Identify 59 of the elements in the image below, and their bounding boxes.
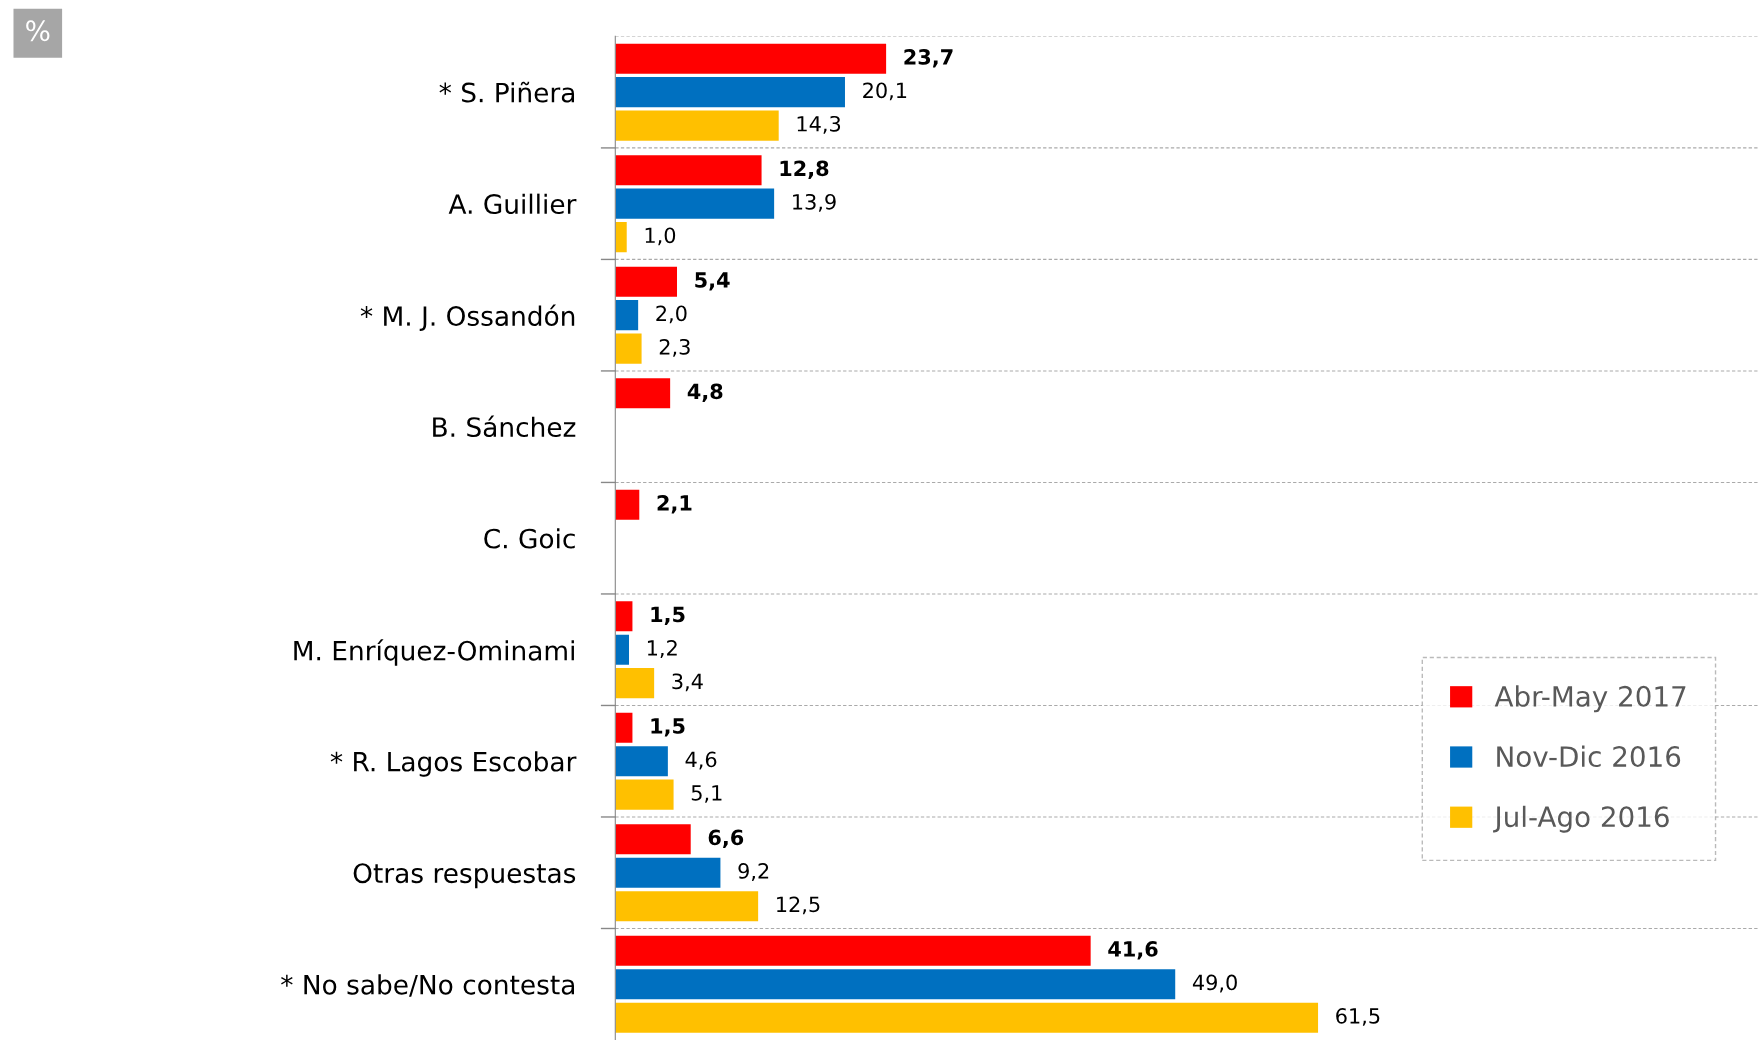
data-label: 5,1 — [691, 785, 722, 803]
data-label: 13,9 — [793, 193, 836, 212]
bar — [615, 378, 671, 409]
data-label: 49,0 — [1192, 974, 1237, 993]
data-label: 2,0 — [656, 305, 687, 324]
data-label: 23,7 — [904, 48, 953, 68]
y-tick-label: Otras respuestas — [353, 863, 576, 889]
data-label: 12,5 — [777, 896, 820, 915]
data-label: 1,0 — [645, 227, 676, 246]
data-label: 3,4 — [672, 673, 703, 692]
bar — [615, 188, 775, 219]
data-label: 12,8 — [780, 160, 829, 179]
bar — [615, 935, 1091, 966]
bar — [615, 779, 674, 810]
text: % — [26, 20, 50, 42]
data-label: 5,4 — [695, 272, 730, 291]
y-tick-label: * No sabe/No contesta — [281, 974, 575, 997]
legend-label: Abr-May 2017 — [1494, 685, 1686, 713]
data-label: 61,5 — [1336, 1007, 1380, 1026]
data-label: 9,2 — [738, 863, 769, 881]
bar — [615, 857, 721, 888]
legend-label: Jul-Ago 2016 — [1493, 805, 1669, 833]
data-label: 6,6 — [708, 829, 744, 848]
y-tick-label: C. Goic — [484, 528, 575, 549]
y-tick-label: * R. Lagos Escobar — [330, 751, 577, 777]
data-label: 4,8 — [687, 383, 723, 402]
legend-label: Nov-Dic 2016 — [1497, 745, 1681, 768]
bar — [615, 969, 1176, 1000]
bar — [615, 77, 845, 108]
bar — [615, 891, 759, 922]
bar — [615, 824, 691, 855]
bar — [615, 1002, 1319, 1033]
bar — [615, 712, 633, 743]
data-label: 1,5 — [651, 718, 685, 737]
bar — [615, 333, 642, 364]
y-tick-label: B. Sánchez — [433, 415, 576, 438]
bar — [615, 601, 633, 632]
data-label: 2,1 — [657, 495, 692, 514]
bar — [615, 634, 630, 665]
data-label: 41,6 — [1108, 941, 1158, 960]
data-label: 1,2 — [647, 640, 677, 658]
bar — [615, 155, 762, 186]
y-tick-label: M. Enríquez-Ominami — [294, 639, 574, 666]
bar — [615, 266, 678, 297]
bar — [615, 222, 627, 253]
bar — [615, 668, 655, 699]
y-tick-label: * M. J. Ossandón — [360, 304, 575, 331]
bar — [615, 746, 668, 777]
y-tick-label: A. Guillier — [448, 193, 577, 215]
data-label: 2,3 — [659, 338, 690, 357]
bar — [615, 300, 639, 331]
y-tick-label: * S. Piñera — [439, 81, 575, 103]
bar — [615, 110, 779, 141]
bar — [615, 489, 640, 520]
data-label: 20,1 — [863, 82, 907, 101]
data-label: 4,6 — [685, 751, 717, 770]
data-label: 1,5 — [651, 606, 685, 625]
data-label: 14,3 — [797, 115, 841, 134]
bar — [615, 43, 887, 74]
